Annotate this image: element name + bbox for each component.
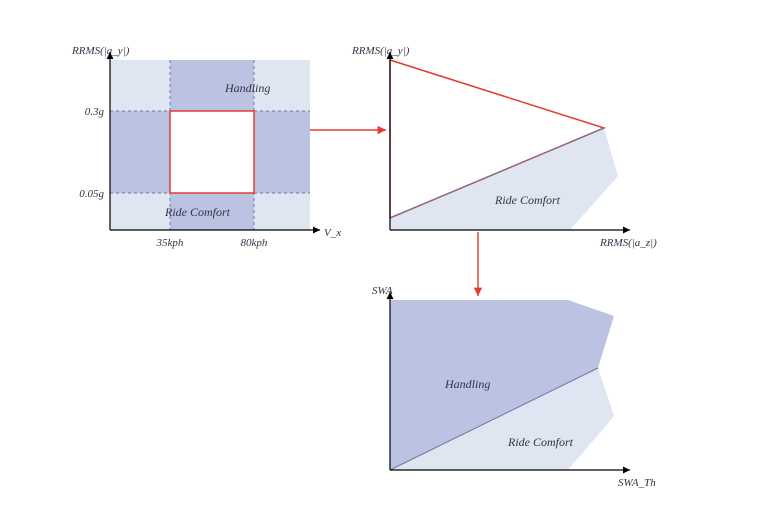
p3-xlabel: SWA_Th (618, 477, 656, 489)
p1-ylabel: RRMS(|a_y|) (71, 45, 130, 57)
p1-xtick-1: 35kph (156, 237, 184, 249)
p2-ylabel: RRMS(|a_y|) (351, 45, 410, 57)
p2-xlabel: RRMS(|a_z|) (599, 237, 657, 249)
p1-ytick-1: 0.3g (85, 106, 105, 118)
diagram-canvas: 35kph 80kph 0.3g 0.05g RRMS(|a_y|) V_x H… (0, 0, 759, 527)
p3-ylabel: SWA (372, 285, 393, 297)
panel3: SWA SWA_Th Handling Ride Comfort (372, 285, 656, 489)
p1-center (170, 111, 254, 193)
p1-xtick-2: 80kph (241, 237, 268, 249)
panel2: RRMS(|a_y|) RRMS(|a_z|) Ride Comfort (351, 45, 657, 249)
p3-label-handling: Handling (444, 377, 490, 391)
panel1: 35kph 80kph 0.3g 0.05g RRMS(|a_y|) V_x H… (71, 45, 341, 249)
p3-label-ride: Ride Comfort (507, 435, 574, 449)
p2-label-ride: Ride Comfort (494, 193, 561, 207)
p1-ytick-2: 0.05g (79, 188, 104, 200)
diagram-svg: 35kph 80kph 0.3g 0.05g RRMS(|a_y|) V_x H… (0, 0, 759, 527)
p1-xlabel: V_x (324, 227, 341, 239)
p1-label-ride: Ride Comfort (164, 205, 231, 219)
p1-label-handling: Handling (224, 81, 270, 95)
